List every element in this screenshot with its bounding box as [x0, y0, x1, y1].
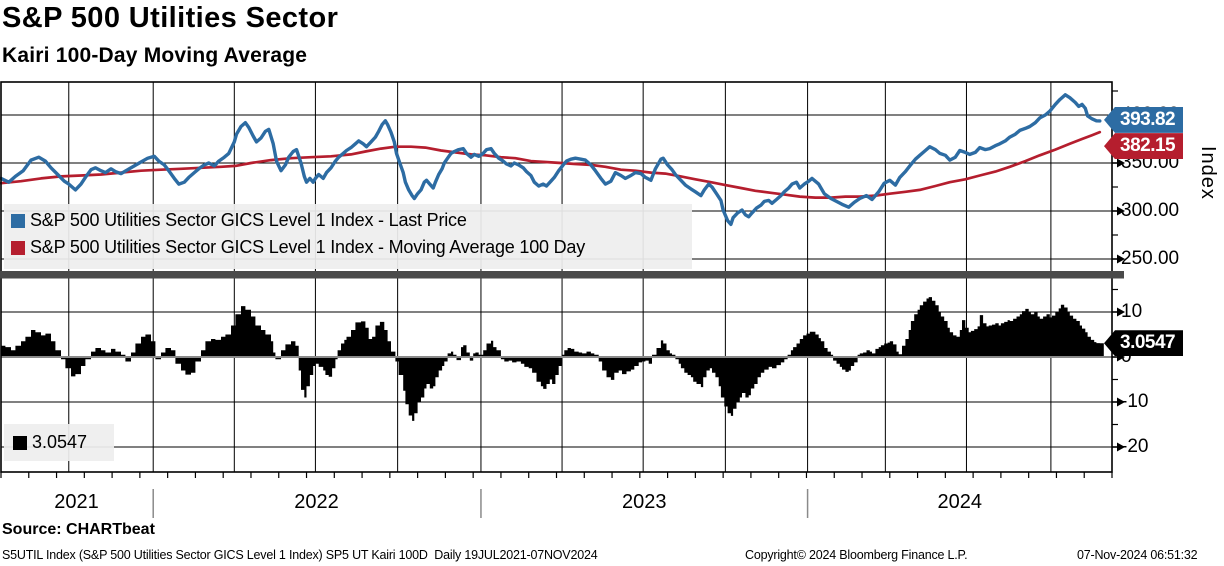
axis-tick-arrow: [1117, 158, 1125, 168]
copyright-note: Copyright© 2024 Bloomberg Finance L.P.: [745, 548, 968, 562]
legend-item-moving-average[interactable]: S&P 500 Utilities Sector GICS Level 1 In…: [4, 234, 692, 261]
year-label: 2023: [622, 491, 667, 513]
legend-kairi-value: 3.0547: [32, 432, 88, 452]
moving-average-swatch-icon: [11, 240, 25, 255]
axis-tick-arrow: [1117, 254, 1125, 264]
y-tick-label: -10: [1121, 391, 1149, 412]
axis-tick-arrow: [1117, 206, 1125, 216]
year-label: 2024: [937, 491, 983, 513]
year-label: 2022: [294, 491, 339, 513]
axis-tick-arrow: [1117, 442, 1125, 452]
ticker-description: S5UTIL Index (S&P 500 Utilities Sector G…: [2, 548, 598, 562]
legend-kairi-panel[interactable]: 3.0547: [4, 424, 114, 461]
page-subtitle: Kairi 100-Day Moving Average: [2, 44, 308, 67]
last-price-line: [0, 93, 1102, 227]
axis-tick-arrow: [1117, 397, 1125, 407]
moving-average-tag: 382.15: [1104, 133, 1184, 160]
last-price-tag: 393.82: [1104, 106, 1184, 133]
y-tick-label: 300.00: [1121, 200, 1180, 221]
panel-separator: [0, 271, 1124, 279]
y-tick-label: -20: [1121, 436, 1149, 457]
y-tick-label: 0: [1121, 346, 1132, 367]
moving-average-line: [0, 130, 1102, 199]
source-note: Source: CHARTbeat: [2, 521, 155, 538]
last-price-swatch-icon: [11, 213, 25, 228]
legend-moving-average-label: S&P 500 Utilities Sector GICS Level 1 In…: [30, 237, 586, 257]
kairi-bars: [1, 297, 1104, 421]
right-axis-title: Index: [1197, 146, 1219, 200]
legend-item-last-price[interactable]: S&P 500 Utilities Sector GICS Level 1 In…: [4, 207, 692, 234]
kairi-swatch-icon: [13, 435, 27, 450]
legend-last-price-label: S&P 500 Utilities Sector GICS Level 1 In…: [30, 210, 467, 230]
y-tick-label: 10: [1121, 301, 1143, 322]
kairi-value-tag: 3.0547: [1104, 330, 1184, 357]
y-tick-label: 250.00: [1121, 248, 1180, 269]
year-label: 2021: [54, 491, 99, 513]
legend-top-panel: S&P 500 Utilities Sector GICS Level 1 In…: [4, 204, 692, 269]
axis-tick-arrow: [1117, 307, 1125, 317]
page-title: S&P 500 Utilities Sector: [2, 2, 339, 34]
timestamp: 07-Nov-2024 06:51:32: [1077, 548, 1198, 562]
